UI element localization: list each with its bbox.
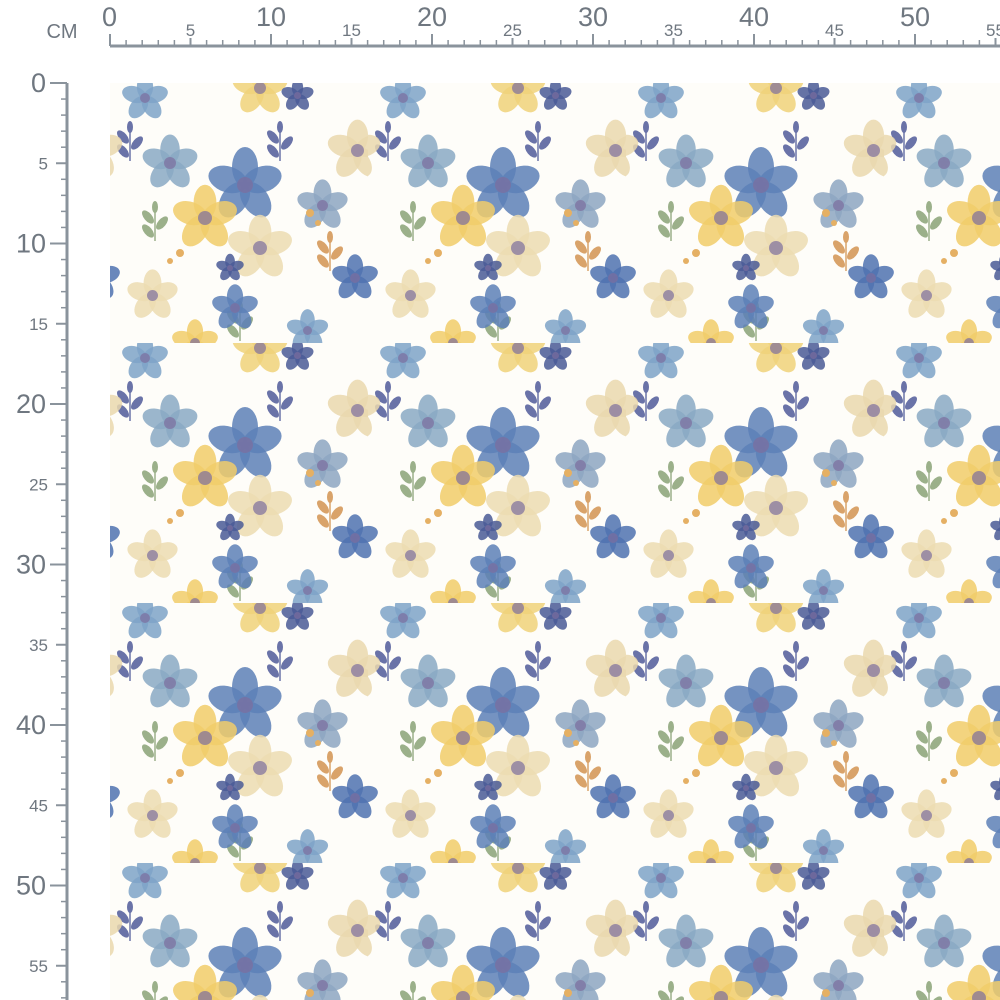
left-tick-label: 55 xyxy=(29,957,48,976)
fabric-pattern xyxy=(110,83,1000,1000)
top-tick-label: 55 xyxy=(986,21,1000,40)
top-tick-label: 5 xyxy=(186,21,195,40)
left-tick-label: 50 xyxy=(16,871,46,901)
top-tick-label: 0 xyxy=(102,2,117,32)
top-tick-label: 45 xyxy=(825,21,844,40)
top-tick-label: 20 xyxy=(417,2,447,32)
left-tick-label: 5 xyxy=(39,154,48,173)
left-tick-label: 0 xyxy=(31,68,46,98)
left-tick-label: 15 xyxy=(29,315,48,334)
left-tick-label: 30 xyxy=(16,550,46,580)
top-tick-label: 25 xyxy=(503,21,522,40)
left-tick-label: 10 xyxy=(16,229,46,259)
left-tick-label: 35 xyxy=(29,636,48,655)
top-tick-label: 40 xyxy=(739,2,769,32)
top-tick-label: 15 xyxy=(342,21,361,40)
left-tick-label: 25 xyxy=(29,475,48,494)
top-tick-label: 35 xyxy=(664,21,683,40)
top-tick-label: 50 xyxy=(900,2,930,32)
left-tick-label: 45 xyxy=(29,796,48,815)
top-tick-label: 30 xyxy=(578,2,608,32)
left-tick-label: 40 xyxy=(16,710,46,740)
unit-label: CM xyxy=(46,21,77,43)
left-tick-label: 20 xyxy=(16,389,46,419)
top-tick-label: 10 xyxy=(256,2,286,32)
